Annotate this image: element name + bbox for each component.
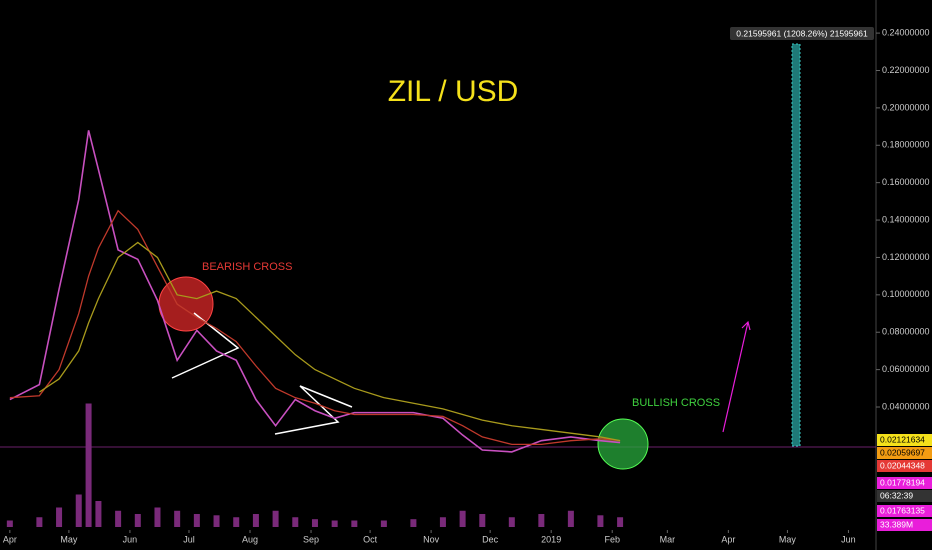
x-tick-label: Nov [423,534,440,544]
volume-bar [479,514,486,527]
x-tick-label: Feb [604,534,620,544]
volume-bar [56,507,63,527]
volume-bar [617,517,624,527]
bullish-circle [597,418,649,470]
price-badge [877,519,932,531]
price-badge-label: 0.02121634 [880,434,925,444]
volume-bar [459,510,466,527]
volume-bar [252,514,259,527]
x-tick-label: May [779,534,797,544]
x-tick-label: Jun [123,534,138,544]
annotation: BEARISH CROSS [202,261,292,273]
y-tick-label: 0.10000000 [882,289,930,299]
y-tick-label: 0.22000000 [882,65,930,75]
volume-bar [351,520,358,527]
y-tick-label: 0.20000000 [882,102,930,112]
volume-bar [75,494,82,527]
x-tick-label: Mar [660,534,676,544]
price-badge-label: 0.01763135 [880,505,925,515]
price-badge-label: 06:32:39 [880,490,913,500]
x-tick-label: Sep [303,534,319,544]
x-tick-label: Apr [3,534,17,544]
volume-bar [380,520,387,527]
volume-bar [331,520,338,527]
x-tick-label: Jul [183,534,195,544]
price-badge-label: 0.02059697 [880,447,925,457]
y-tick-label: 0.16000000 [882,177,930,187]
arrow [722,321,749,433]
volume-bar [508,517,515,527]
y-tick-label: 0.06000000 [882,364,930,374]
price-badge [877,460,932,472]
price-line-series [9,209,621,446]
measure-bar [791,43,801,447]
price-badge [877,434,932,446]
x-tick-label: Dec [482,534,499,544]
price-badge-label: 0.01778194 [880,477,925,487]
volume-bar [538,514,545,527]
volume-bar [597,515,604,527]
arrow-head [741,320,751,331]
volume-bar [567,510,574,527]
volume-bar [213,515,220,527]
volume-bar [439,517,446,527]
annotation: BULLISH CROSS [632,397,720,409]
y-tick-label: 0.12000000 [882,252,930,262]
y-tick-label: 0.04000000 [882,401,930,411]
y-tick-label: 0.14000000 [882,214,930,224]
volume-bar [95,501,102,527]
volume-bar [134,514,141,527]
measure-label: 0.21595961 (1208.26%) 21595961 [736,28,868,38]
y-tick-label: 0.08000000 [882,327,930,337]
measure-badge [730,27,874,40]
price-badge [877,477,932,489]
y-tick-label: 0.24000000 [882,27,930,37]
price-badge [877,505,932,517]
volume-bar [6,520,13,527]
x-tick-label: 2019 [541,534,561,544]
price-badge [877,447,932,459]
y-tick-label: 0.18000000 [882,140,930,150]
volume-bar [193,514,200,527]
volume-bar [292,517,299,527]
chart-title: ZIL / USD [388,75,519,108]
triangle-lines [274,385,353,435]
volume-bar [311,519,318,527]
volume-bar [36,517,43,527]
volume-bar [154,507,161,527]
price-line-series [39,241,621,442]
x-tick-label: Aug [242,534,258,544]
price-badge [877,490,932,502]
volume-bar [115,510,122,527]
volume-bar [233,517,240,527]
volume-bar [174,510,181,527]
x-tick-label: Apr [721,534,735,544]
x-tick-label: Jun [841,534,856,544]
price-badge-label: 0.02044348 [880,460,925,470]
volume-bar [85,403,92,527]
x-tick-label: Oct [363,534,378,544]
price-badge-label: 33.389M [880,519,913,529]
price-line-series [9,130,621,453]
volume-bar [410,519,417,527]
volume-bar [272,510,279,527]
x-tick-label: May [60,534,78,544]
